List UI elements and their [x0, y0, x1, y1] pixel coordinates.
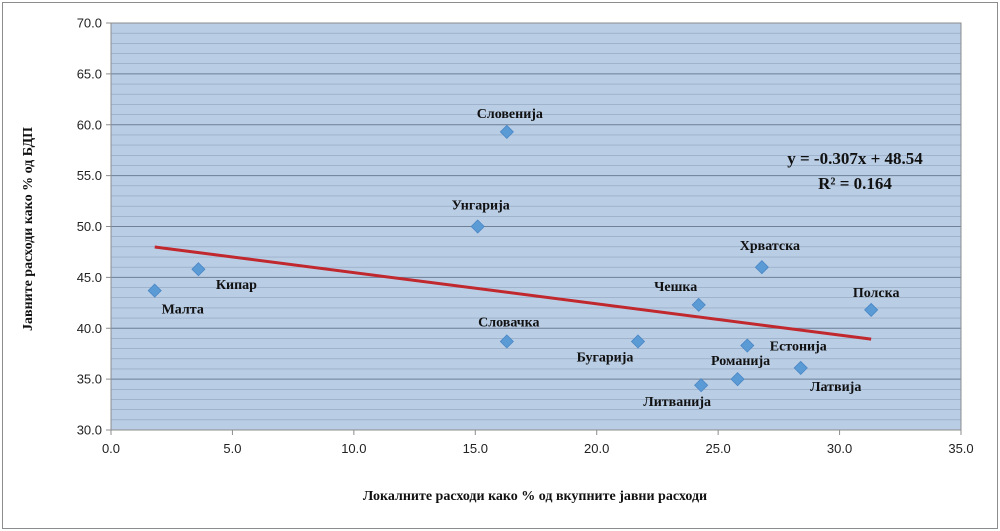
- point-label: Полска: [853, 286, 900, 301]
- point-label: Литванија: [643, 395, 711, 410]
- point-label: Малта: [162, 303, 204, 318]
- x-tick-label: 5.0: [223, 441, 241, 456]
- y-tick-label: 35.0: [77, 372, 102, 387]
- point-label: Словенија: [477, 107, 543, 122]
- point-label: Романија: [711, 354, 770, 369]
- data-point-marker: [191, 262, 206, 277]
- y-axis-title: Јавните расходи како % од БДП: [21, 127, 36, 331]
- point-label: Словачка: [478, 315, 539, 330]
- y-tick-label: 40.0: [77, 321, 102, 336]
- data-point-marker: [691, 297, 706, 312]
- data-point-marker: [470, 219, 485, 234]
- y-tick-label: 30.0: [77, 423, 102, 438]
- x-tick-label: 10.0: [341, 441, 366, 456]
- y-axis-ticks: 30.0 35.0 40.0 45.0 50.0 55.0 60.0 65.0 70.0: [77, 16, 111, 438]
- minor-gridlines: [111, 32, 961, 421]
- data-point-marker: [730, 372, 745, 387]
- point-label: Хрватска: [740, 239, 800, 254]
- y-tick-label: 70.0: [77, 16, 102, 31]
- point-label: Кипар: [216, 278, 257, 293]
- x-axis-title: Локалните расходи како % од вкупните јав…: [363, 489, 707, 504]
- r-squared-label: R² = 0.164: [818, 174, 892, 193]
- data-points: [147, 124, 879, 393]
- y-tick-label: 50.0: [77, 219, 102, 234]
- trendline: [154, 245, 872, 341]
- x-tick-label: 35.0: [948, 441, 973, 456]
- data-point-marker: [147, 283, 162, 298]
- data-point-marker: [694, 378, 709, 393]
- y-tick-label: 55.0: [77, 168, 102, 183]
- data-point-marker: [864, 302, 879, 318]
- x-tick-label: 15.0: [463, 441, 488, 456]
- x-tick-label: 0.0: [102, 441, 120, 456]
- point-label: Чешка: [654, 280, 697, 295]
- trendline-equation: y = -0.307x + 48.54: [787, 149, 923, 168]
- data-point-marker: [630, 334, 646, 349]
- data-point-marker: [499, 124, 514, 139]
- y-tick-label: 45.0: [77, 270, 102, 285]
- y-tick-label: 60.0: [77, 117, 102, 132]
- point-label: Естонија: [770, 340, 827, 355]
- data-point-marker: [793, 360, 808, 375]
- y-tick-label: 65.0: [77, 66, 102, 81]
- x-axis-ticks: 0.0 5.0 10.0 15.0 20.0 25.0 30.0 35.0: [102, 430, 974, 456]
- point-label: Бугарија: [577, 350, 634, 365]
- x-tick-label: 25.0: [705, 441, 730, 456]
- x-tick-label: 20.0: [584, 441, 609, 456]
- point-label: Унгарија: [452, 199, 510, 214]
- point-labels: Малта Кипар Унгарија Словенија Словачка Бугар…: [162, 107, 900, 410]
- data-point-marker: [754, 260, 769, 275]
- data-point-marker: [740, 338, 755, 353]
- data-point-marker: [499, 334, 514, 349]
- x-tick-label: 30.0: [827, 441, 852, 456]
- point-label: Латвија: [810, 380, 861, 395]
